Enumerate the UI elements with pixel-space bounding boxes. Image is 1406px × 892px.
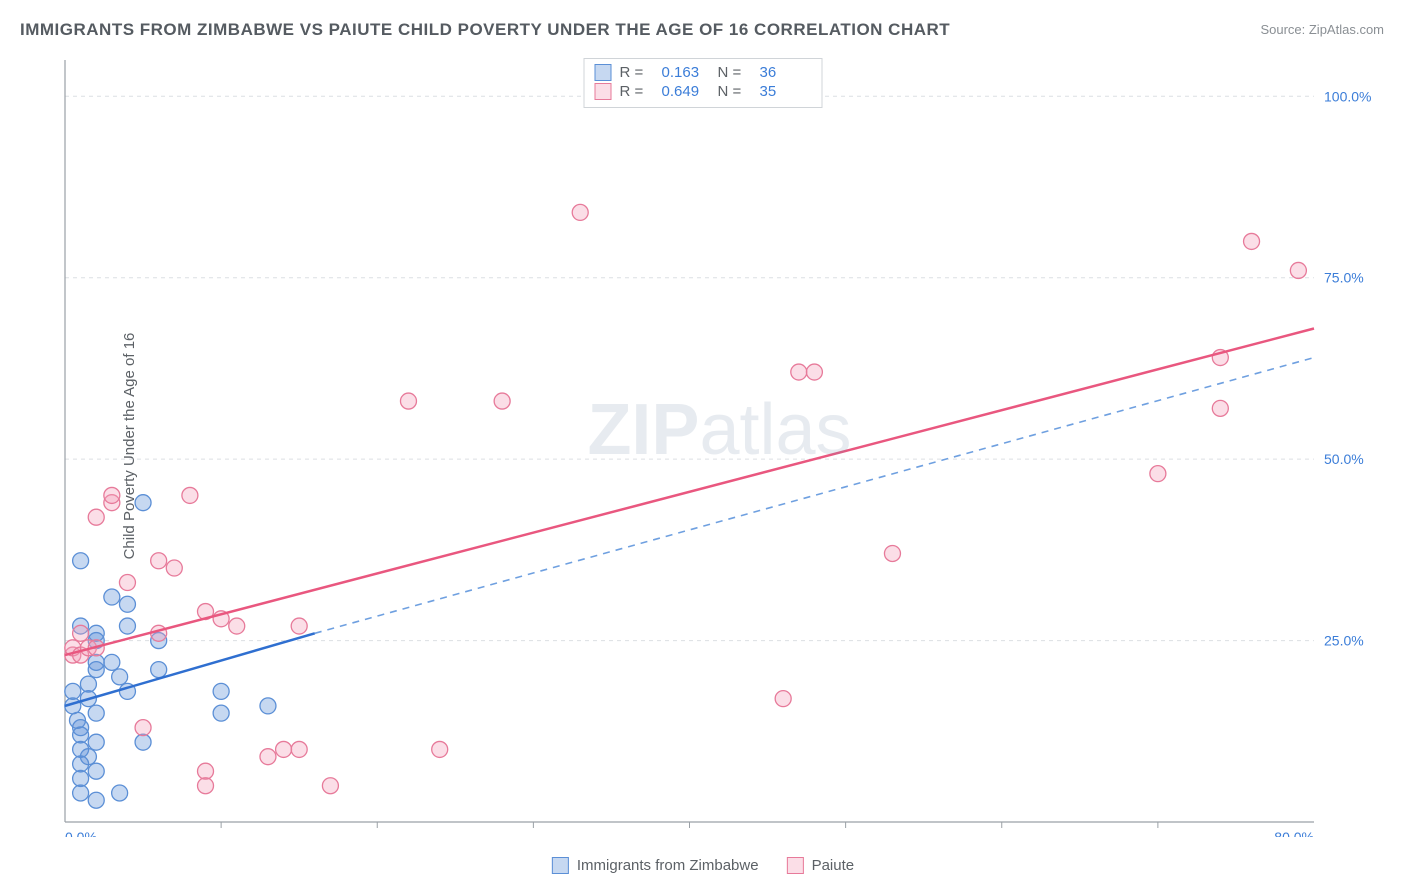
legend-row: R = 0.163 N = 36	[595, 63, 808, 82]
correlation-legend: R = 0.163 N = 36 R = 0.649 N = 35	[584, 58, 823, 108]
legend-swatch-icon	[787, 857, 804, 874]
r-label: R =	[620, 64, 654, 81]
legend-row: R = 0.649 N = 35	[595, 82, 808, 101]
legend-item: Immigrants from Zimbabwe	[552, 857, 759, 874]
scatter-plot: 25.0% 50.0% 75.0% 100.0% 0.0% 80.0%	[55, 55, 1384, 837]
chart-area: 25.0%50.0%75.0%100.0%0.0%80.0% ZIPatlas	[55, 55, 1384, 837]
legend-swatch-icon	[595, 64, 612, 81]
chart-title: IMMIGRANTS FROM ZIMBABWE VS PAIUTE CHILD…	[20, 20, 950, 40]
r-label: R =	[620, 83, 654, 100]
svg-text:25.0%: 25.0%	[1324, 633, 1364, 649]
series-legend: Immigrants from Zimbabwe Paiute	[552, 857, 854, 874]
legend-item: Paiute	[787, 857, 855, 874]
n-value: 35	[760, 83, 808, 100]
svg-text:100.0%: 100.0%	[1324, 88, 1371, 104]
r-value: 0.649	[662, 83, 710, 100]
n-value: 36	[760, 64, 808, 81]
svg-text:0.0%: 0.0%	[65, 829, 97, 837]
legend-swatch-icon	[595, 83, 612, 100]
source-attribution: Source: ZipAtlas.com	[1260, 22, 1384, 37]
legend-label: Immigrants from Zimbabwe	[577, 857, 759, 874]
r-value: 0.163	[662, 64, 710, 81]
svg-text:50.0%: 50.0%	[1324, 451, 1364, 467]
svg-text:80.0%: 80.0%	[1274, 829, 1314, 837]
n-label: N =	[718, 64, 752, 81]
legend-swatch-icon	[552, 857, 569, 874]
legend-label: Paiute	[812, 857, 855, 874]
n-label: N =	[718, 83, 752, 100]
svg-text:75.0%: 75.0%	[1324, 270, 1364, 286]
